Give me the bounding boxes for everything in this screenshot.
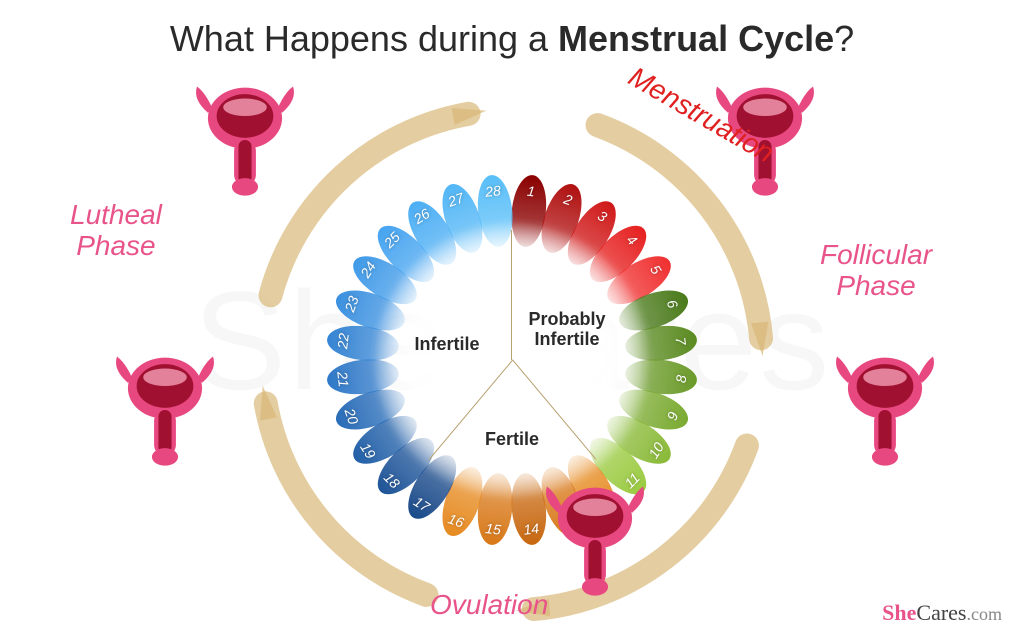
page-title: What Happens during a Menstrual Cycle? bbox=[0, 0, 1024, 60]
day-number: 4 bbox=[624, 231, 641, 248]
phase-label: Ovulation bbox=[430, 590, 548, 621]
brand-part2: Cares bbox=[916, 600, 966, 625]
day-number: 10 bbox=[645, 440, 667, 462]
day-number: 21 bbox=[334, 370, 352, 387]
day-number: 28 bbox=[484, 182, 501, 200]
day-number: 5 bbox=[647, 262, 665, 277]
day-number: 20 bbox=[341, 406, 361, 426]
brand-logo: SheCares.com bbox=[882, 600, 1002, 626]
day-number: 6 bbox=[664, 298, 682, 311]
title-bold: Menstrual Cycle bbox=[558, 18, 834, 59]
day-number: 24 bbox=[357, 259, 379, 281]
day-number: 25 bbox=[381, 229, 403, 251]
day-number: 16 bbox=[446, 510, 466, 530]
day-number: 17 bbox=[411, 493, 433, 515]
title-prefix: What Happens during a bbox=[170, 18, 558, 59]
uterus-icon bbox=[540, 480, 650, 605]
uterus-icon bbox=[190, 80, 300, 205]
phase-label: FollicularPhase bbox=[820, 240, 932, 302]
day-number: 8 bbox=[673, 374, 690, 384]
sector-label: ProbablyInfertile bbox=[528, 310, 605, 350]
day-number: 3 bbox=[595, 207, 610, 225]
phase-label: LuthealPhase bbox=[70, 200, 162, 262]
day-number: 9 bbox=[664, 410, 682, 423]
brand-part1: She bbox=[882, 600, 916, 625]
day-number: 15 bbox=[484, 520, 501, 538]
day-number: 23 bbox=[341, 294, 361, 314]
uterus-icon bbox=[830, 350, 940, 475]
sector-label: Infertile bbox=[414, 335, 479, 355]
brand-part3: .com bbox=[967, 604, 1003, 624]
day-number: 1 bbox=[526, 183, 536, 200]
day-number: 27 bbox=[446, 189, 466, 209]
day-number: 14 bbox=[522, 520, 539, 538]
day-number: 22 bbox=[334, 332, 352, 349]
sector-label: Fertile bbox=[485, 430, 539, 450]
title-suffix: ? bbox=[834, 18, 854, 59]
day-number: 26 bbox=[411, 205, 433, 227]
day-number: 19 bbox=[357, 440, 379, 462]
day-number: 7 bbox=[673, 336, 690, 346]
uterus-icon bbox=[110, 350, 220, 475]
day-number: 18 bbox=[381, 469, 403, 491]
day-number: 2 bbox=[562, 191, 575, 209]
sector-separator bbox=[511, 230, 512, 360]
